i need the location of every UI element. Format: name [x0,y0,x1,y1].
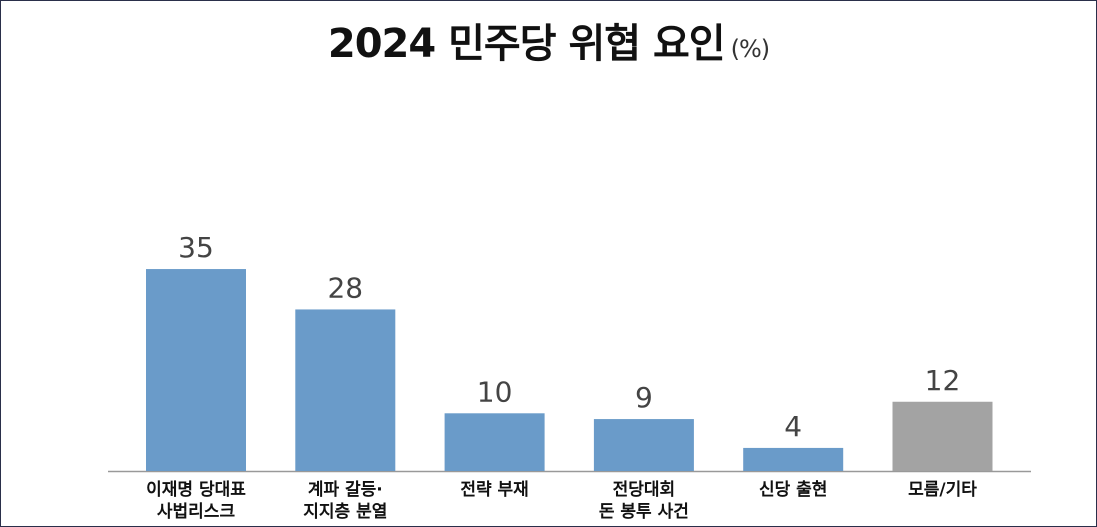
bar [892,401,993,471]
x-tick-label: 이재명 당대표 사법리스크 [146,480,246,522]
bar [295,309,396,471]
value-label: 9 [635,381,653,414]
bar [743,447,844,471]
bar [593,419,694,471]
value-label: 4 [784,410,802,443]
x-tick-label: 신당 출현 [758,480,828,500]
x-tick-label: 모름/기타 [908,480,977,500]
x-tick-label: 계파 갈등· 지지층 분열 [303,480,388,522]
x-tick-label: 전당대회 돈 봉투 사건 [598,480,689,522]
bar [146,269,246,471]
value-label: 28 [327,271,363,304]
value-label: 35 [178,231,214,264]
unit: (%) [730,35,771,63]
x-tick-label: 전략 부재 [460,480,529,500]
value-label: 12 [925,364,961,397]
chart-title: 2024 민주당 위협 요인 [327,21,726,67]
chart-title-box: 2024 민주당 위협 요인 (%) [1,11,1096,69]
value-label: 10 [477,375,513,408]
bar [444,413,545,471]
